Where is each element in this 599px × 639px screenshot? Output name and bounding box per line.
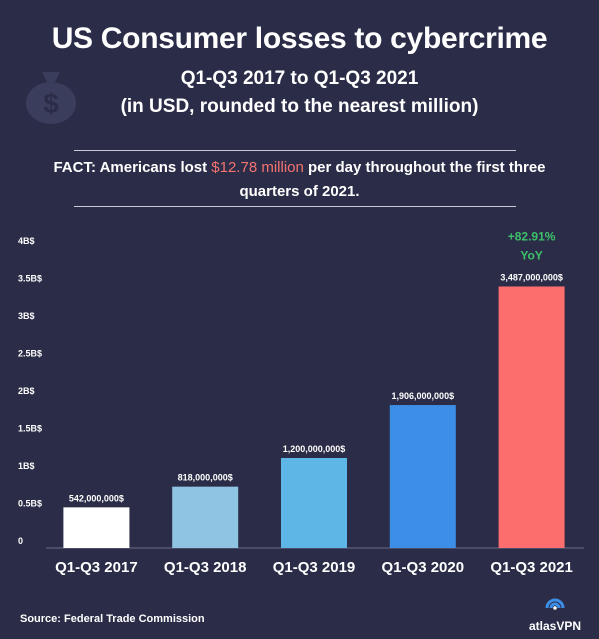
bar: [172, 486, 239, 548]
bar: [281, 458, 347, 548]
fact-text-after: per day throughout the first three quart…: [239, 159, 546, 200]
y-tick-label: 0: [18, 536, 23, 546]
chart-subtitle-units: (in USD, rounded to the nearest million): [120, 96, 479, 117]
bar-value-label: 3,487,000,000$: [500, 272, 563, 282]
divider-top: [74, 150, 516, 151]
x-tick-label: Q1-Q3 2020: [382, 559, 465, 576]
y-tick-label: 3B$: [18, 311, 35, 321]
y-tick-label: 2.5B$: [18, 349, 42, 359]
bar-value-label: 1,200,000,000$: [283, 444, 346, 454]
source-note: Source: Federal Trade Commission: [20, 613, 205, 625]
growth-annotation-percent: +82.91%: [508, 229, 556, 243]
y-tick-label: 3.5B$: [18, 274, 42, 284]
brand-logo: atlasVPN: [520, 592, 590, 633]
y-tick-label: 1B$: [18, 461, 35, 471]
chart-subtitle-period: Q1-Q3 2017 to Q1-Q3 2021: [180, 68, 419, 89]
chart-title: US Consumer losses to cybercrime: [51, 22, 548, 55]
bar: [63, 507, 130, 548]
bar: [498, 286, 565, 548]
svg-text:$: $: [43, 88, 59, 119]
fact-highlight: $12.78 million: [211, 159, 304, 176]
y-tick-label: 1.5B$: [18, 424, 42, 434]
money-bag-icon: $: [26, 72, 76, 124]
atlasvpn-logo-icon: [545, 598, 565, 610]
fact-label: FACT:: [53, 159, 96, 176]
divider-bottom: [74, 206, 516, 207]
brand-name: atlasVPN: [528, 619, 582, 633]
x-tick-label: Q1-Q3 2017: [55, 559, 138, 576]
y-tick-label: 4B$: [18, 236, 35, 246]
bar: [389, 405, 456, 548]
x-tick-label: Q1-Q3 2019: [273, 559, 356, 576]
fact-text-before: Americans lost: [95, 159, 212, 176]
fact-text: FACT: Americans lost $12.78 million per …: [40, 156, 559, 204]
y-tick-label: 0.5B$: [18, 499, 42, 509]
bar-value-label: 542,000,000$: [69, 493, 124, 503]
growth-annotation-label: YoY: [520, 248, 542, 262]
y-tick-label: 2B$: [18, 386, 35, 396]
x-tick-label: Q1-Q3 2018: [164, 559, 247, 576]
bar-value-label: 818,000,000$: [178, 473, 233, 483]
x-tick-label: Q1-Q3 2021: [490, 559, 573, 576]
bar-value-label: 1,906,000,000$: [392, 391, 455, 401]
